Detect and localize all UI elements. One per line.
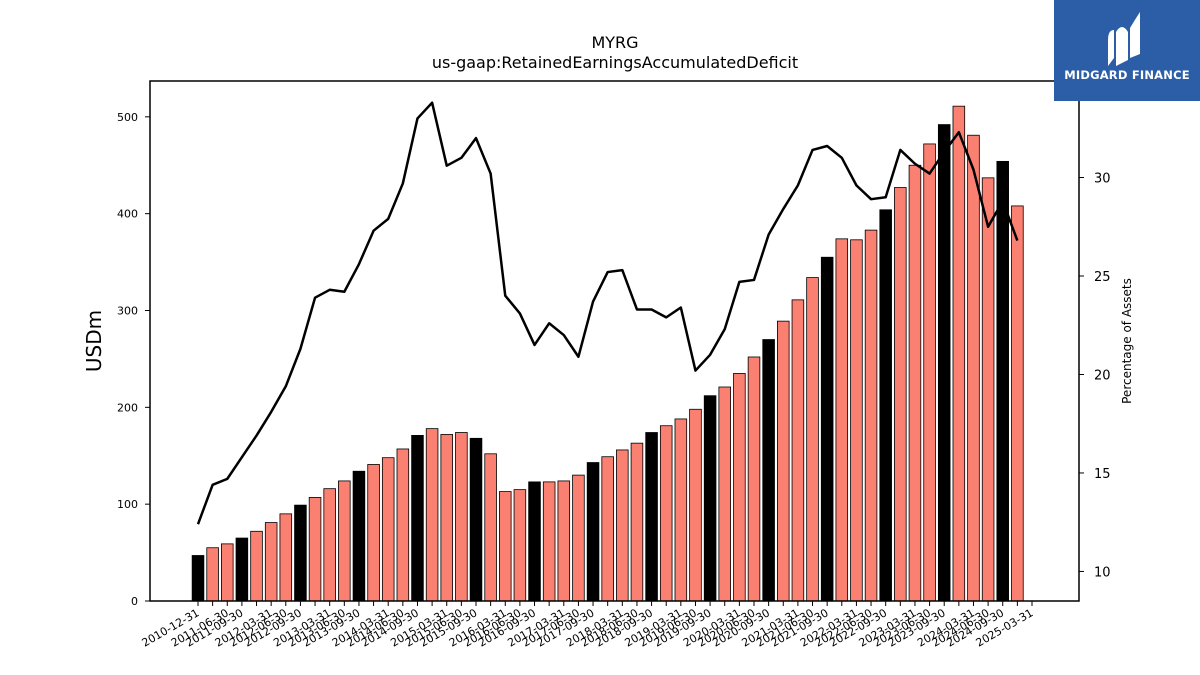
bar xyxy=(352,470,366,602)
bar xyxy=(689,408,702,602)
bar xyxy=(864,229,878,602)
bar xyxy=(367,464,380,602)
bar xyxy=(557,480,571,602)
bar xyxy=(455,432,468,602)
bar xyxy=(338,480,351,602)
bar xyxy=(981,177,995,602)
bar xyxy=(718,386,731,602)
bar xyxy=(308,496,322,602)
y-axis-right: 10 15 20 25 30 xyxy=(1079,172,1111,580)
bar xyxy=(952,105,966,602)
bar xyxy=(806,277,819,602)
bar xyxy=(747,356,761,602)
bar-series xyxy=(191,105,1024,602)
bar xyxy=(674,418,688,602)
line-series xyxy=(196,101,1019,525)
midgard-finance-logo: MIDGARD FINANCE xyxy=(1054,0,1200,101)
bar xyxy=(221,543,234,602)
bar xyxy=(499,491,512,602)
bar xyxy=(879,209,892,602)
x-axis: 2010-12-312011-06-302011-09-302012-03-31… xyxy=(140,601,1036,650)
bar xyxy=(411,435,424,602)
bar xyxy=(250,530,263,602)
bar xyxy=(1011,205,1024,602)
y2-tick-label: 15 xyxy=(1094,467,1111,482)
chart-title: MYRG xyxy=(591,33,638,52)
bar xyxy=(820,256,834,602)
y2-tick-label: 30 xyxy=(1094,172,1111,187)
y2-axis-label: Percentage of Assets xyxy=(1120,278,1134,404)
midgard-logo-icon xyxy=(1108,12,1140,66)
bar xyxy=(323,488,336,602)
bar xyxy=(513,489,527,602)
y2-tick-label: 25 xyxy=(1094,270,1111,285)
bar xyxy=(967,134,980,602)
bar xyxy=(542,481,556,602)
bar xyxy=(835,238,849,602)
bar xyxy=(425,428,439,602)
bar xyxy=(908,164,922,602)
chart-subtitle: us-gaap:RetainedEarningsAccumulatedDefic… xyxy=(432,53,798,72)
bar xyxy=(484,453,497,602)
y-tick-label: 0 xyxy=(131,595,138,608)
bar xyxy=(206,547,219,602)
bar xyxy=(381,457,395,602)
bar xyxy=(264,522,278,602)
bar xyxy=(572,474,585,602)
bar xyxy=(733,373,746,602)
bar xyxy=(791,299,805,602)
bar xyxy=(191,555,205,602)
y-tick-label: 400 xyxy=(117,208,138,221)
bar xyxy=(469,437,483,602)
bar xyxy=(294,504,307,602)
bar xyxy=(396,448,410,602)
y-tick-label: 200 xyxy=(117,401,138,414)
bar xyxy=(894,187,907,602)
bar xyxy=(586,462,600,602)
y-tick-label: 500 xyxy=(117,111,138,124)
bar xyxy=(630,442,644,602)
bar xyxy=(762,339,775,602)
bar xyxy=(601,456,614,602)
bar xyxy=(235,537,249,602)
bar xyxy=(777,320,790,602)
bar xyxy=(923,143,936,602)
bar xyxy=(440,434,453,602)
bar xyxy=(703,395,717,602)
y-axis-label: USDm xyxy=(82,310,106,372)
bar xyxy=(937,124,951,602)
y-tick-label: 100 xyxy=(117,498,138,511)
logo-text: MIDGARD FINANCE xyxy=(1064,68,1190,82)
bar xyxy=(645,432,658,602)
plot-frame xyxy=(149,80,1080,602)
y-tick-label: 300 xyxy=(117,304,138,317)
bar xyxy=(528,481,541,602)
bar xyxy=(996,160,1009,602)
y2-tick-label: 10 xyxy=(1094,565,1111,580)
y-axis-left: 0 100 200 300 400 500 xyxy=(117,111,150,608)
y2-tick-label: 20 xyxy=(1094,368,1111,383)
bar xyxy=(850,239,863,602)
bar xyxy=(659,425,673,602)
bar xyxy=(279,513,293,602)
bar xyxy=(616,449,629,602)
